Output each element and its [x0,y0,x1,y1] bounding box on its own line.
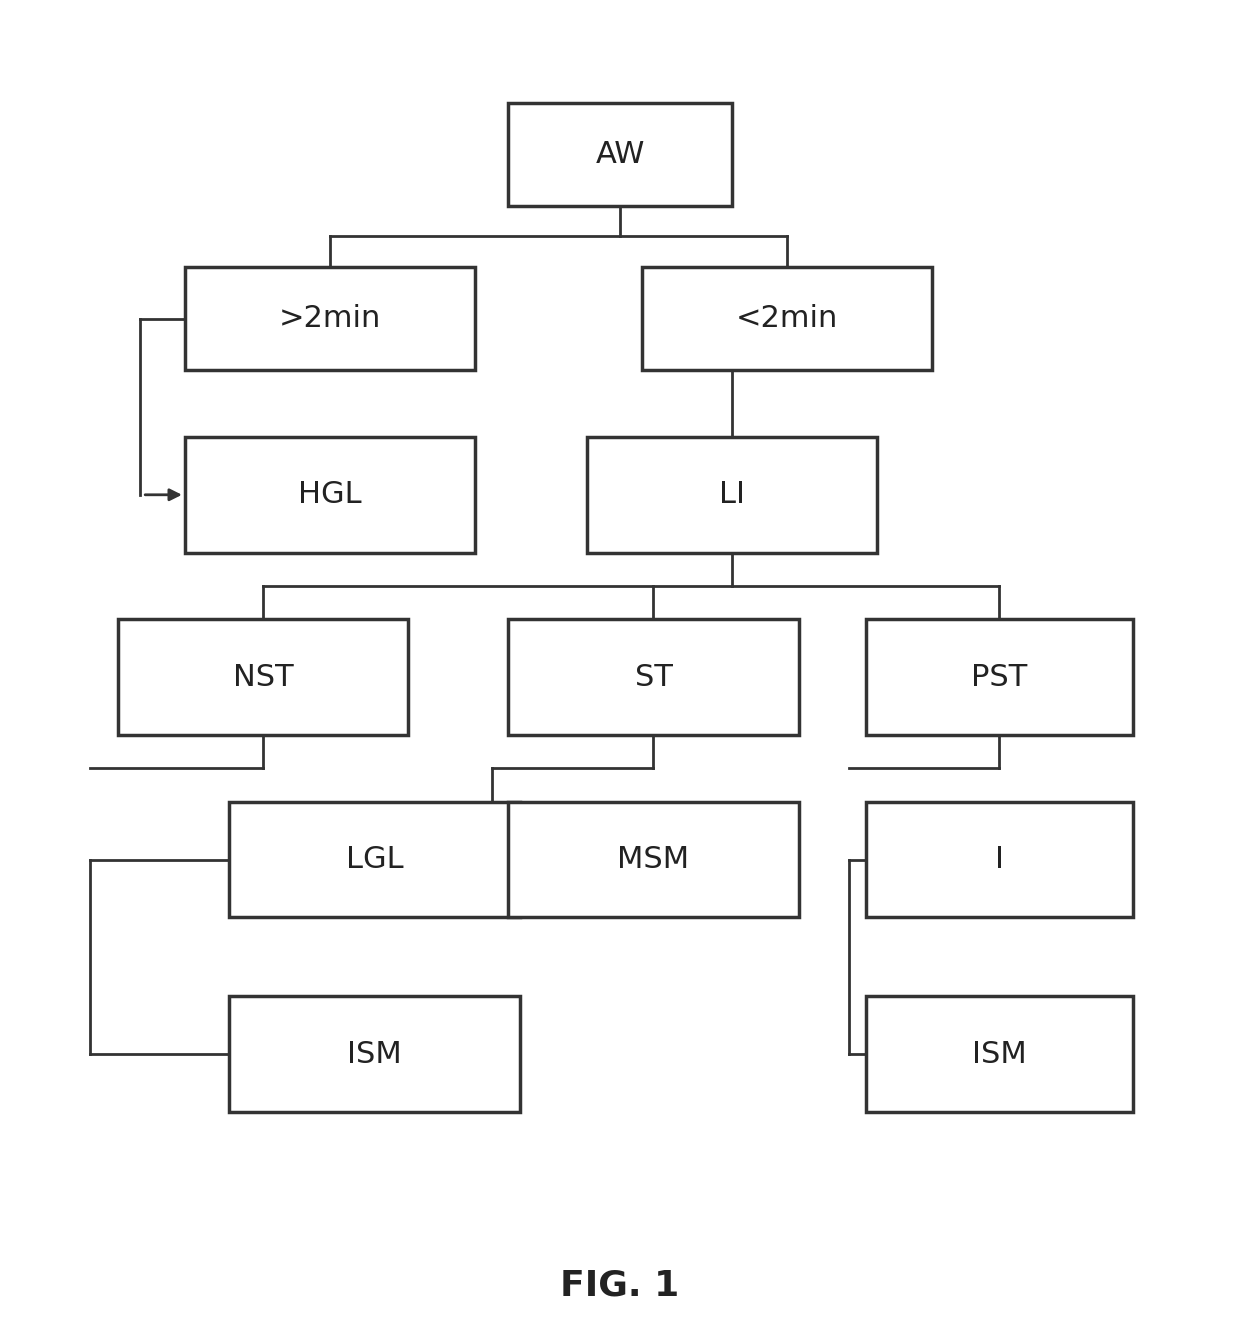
Text: <2min: <2min [737,305,838,333]
Bar [185,437,475,553]
Bar [866,620,1133,735]
Bar [229,997,520,1112]
Bar [508,620,799,735]
Bar [508,103,732,206]
Text: PST: PST [971,663,1028,692]
Bar [587,437,877,553]
Bar [642,267,932,370]
Text: FIG. 1: FIG. 1 [560,1268,680,1303]
Bar [508,802,799,918]
Text: MSM: MSM [618,844,689,874]
Text: HGL: HGL [298,480,362,509]
Bar [866,997,1133,1112]
Text: LGL: LGL [346,844,403,874]
Text: ISM: ISM [347,1039,402,1069]
Bar [118,620,408,735]
Text: I: I [994,844,1004,874]
Text: >2min: >2min [279,305,381,333]
Bar [229,802,520,918]
Bar [866,802,1133,918]
Text: ST: ST [635,663,672,692]
Text: ISM: ISM [972,1039,1027,1069]
Text: NST: NST [233,663,293,692]
Text: LI: LI [719,480,744,509]
Text: AW: AW [595,140,645,168]
Bar [185,267,475,370]
